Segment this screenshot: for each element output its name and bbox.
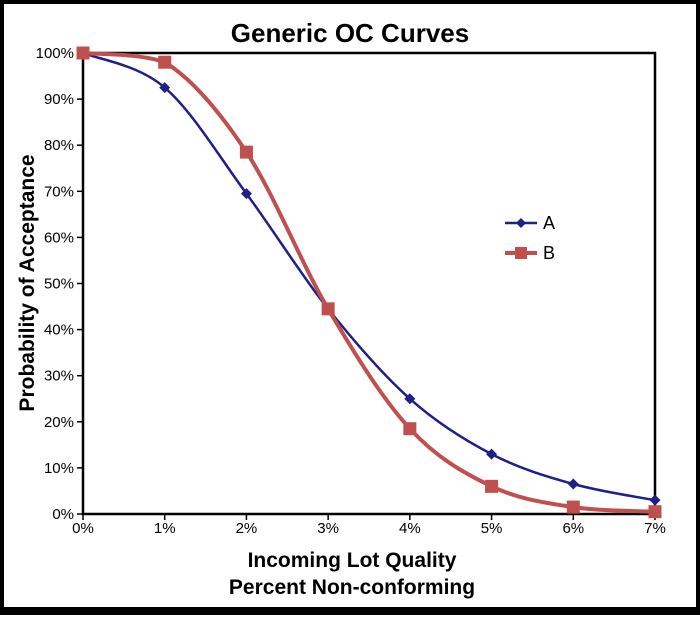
series-a-point [486,448,498,460]
y-tick-label: 50% [44,276,74,293]
y-tick-label: 100% [36,45,74,62]
plot-area [81,51,657,516]
series-a-point [649,494,661,506]
series-b-point [76,46,90,60]
x-tick-label: 2% [236,520,258,537]
series-b-point [239,145,253,159]
y-tick-label: 70% [44,183,74,200]
y-tick-label: 80% [44,137,74,154]
series-a-point [159,82,171,94]
x-axis-title-line2: Percent Non-conforming [229,576,475,599]
series-b-point [158,55,172,69]
x-tick-label: 4% [399,520,421,537]
series-b-point [648,505,662,519]
x-tick-label: 6% [562,520,584,537]
y-tick-label: 20% [44,414,74,431]
series-a-line [81,51,657,502]
series-a-point [240,188,252,200]
y-tick-label: 10% [44,460,74,477]
legend-square-marker-b [515,247,527,259]
series-b-point [321,302,335,316]
y-tick-label: 0% [52,506,74,523]
x-tick-label: 3% [317,520,339,537]
series-b-point [566,500,580,514]
x-axis-title-line1: Incoming Lot Quality [248,549,457,572]
x-tick-label: 0% [72,520,94,537]
series-a-point [567,478,579,490]
y-axis-title: Probability of Acceptance [16,154,39,411]
legend-item-a: A [505,213,555,233]
legend-item-b: B [505,243,555,263]
x-tick-label: 1% [154,520,176,537]
y-tick-label: 40% [44,322,74,339]
legend-label-b: B [543,243,555,263]
series-b-point [485,479,499,493]
y-tick-label: 90% [44,91,74,108]
y-tick-label: 30% [44,368,74,385]
series-b-point [403,422,417,436]
x-tick-label: 7% [644,520,666,537]
series-b-line [81,51,657,514]
y-tick-label: 60% [44,229,74,246]
series-a-point [404,393,416,405]
legend-label-a: A [543,213,555,233]
x-tick-label: 5% [481,520,503,537]
legend-diamond-marker-a [516,218,526,228]
chart-title: Generic OC Curves [231,18,469,48]
